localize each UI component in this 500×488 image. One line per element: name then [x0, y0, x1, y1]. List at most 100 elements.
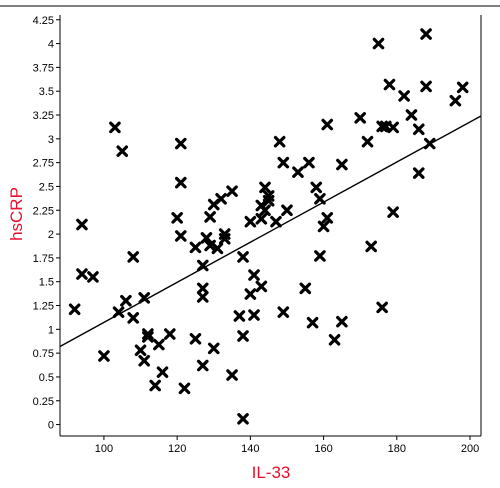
data-point	[204, 211, 216, 223]
data-point	[196, 359, 209, 372]
data-point	[277, 156, 290, 169]
data-point	[299, 282, 312, 295]
data-point	[127, 251, 140, 263]
data-point	[211, 242, 224, 255]
y-tick-label: 0.5	[39, 372, 54, 384]
data-point	[164, 328, 176, 340]
data-point	[175, 137, 187, 150]
y-tick-label: 1.75	[33, 253, 54, 265]
data-point	[321, 212, 334, 224]
data-point	[303, 156, 315, 169]
data-point	[255, 280, 268, 293]
y-tick-label: 3.25	[33, 110, 54, 122]
data-point	[138, 292, 150, 304]
y-tick-label: 4.25	[33, 15, 54, 27]
data-point	[273, 135, 286, 148]
data-point	[259, 181, 271, 194]
x-tick-label: 180	[388, 443, 406, 455]
data-point	[412, 167, 425, 179]
x-tick-label: 140	[241, 443, 259, 455]
data-points	[68, 28, 469, 425]
data-point	[361, 135, 374, 148]
data-point	[149, 379, 161, 392]
y-tick-label: 3.75	[33, 62, 54, 74]
y-tick-label: 4	[48, 39, 54, 51]
data-point	[420, 80, 432, 93]
data-point	[314, 193, 326, 205]
data-point	[175, 230, 187, 242]
data-point	[310, 181, 323, 194]
y-tick-label: 0.75	[33, 348, 54, 360]
data-point	[277, 306, 290, 318]
data-point	[226, 185, 238, 198]
data-point	[237, 330, 249, 342]
data-point	[321, 118, 334, 131]
y-tick-label: 3.5	[39, 86, 54, 98]
data-point	[281, 204, 293, 217]
data-point	[142, 331, 154, 343]
data-point	[270, 215, 282, 228]
y-tick-label: 0.25	[33, 396, 54, 408]
data-point	[153, 338, 165, 351]
data-point	[244, 215, 257, 228]
data-point	[138, 354, 150, 367]
plot-area	[59, 15, 482, 437]
data-point	[420, 28, 432, 40]
data-point	[456, 81, 469, 94]
data-point	[134, 344, 147, 357]
x-tick-label: 120	[168, 443, 186, 455]
data-point	[354, 112, 366, 124]
data-point	[178, 382, 191, 395]
y-tick-label: 1.5	[39, 277, 54, 289]
data-point	[372, 37, 385, 50]
data-point	[376, 301, 388, 314]
y-tick-label: 1	[48, 324, 54, 336]
data-point	[328, 333, 341, 346]
data-point	[248, 269, 260, 281]
y-axis-ticks: 0 0.25 0.5 0.75 1 1.25 1.5 1.75 2 2.25 2.5 2.75 3 3.2…	[33, 15, 60, 432]
data-point	[398, 90, 410, 102]
data-point	[142, 328, 154, 340]
data-point	[336, 315, 348, 328]
data-point	[171, 212, 183, 224]
data-point	[218, 228, 231, 240]
data-point	[412, 123, 425, 136]
data-point	[259, 204, 271, 217]
data-point	[233, 310, 246, 322]
data-point	[120, 294, 132, 307]
data-point	[365, 240, 377, 253]
data-point	[383, 78, 396, 91]
data-point	[175, 176, 187, 189]
y-tick-label: 2.75	[33, 158, 54, 170]
data-point	[248, 309, 260, 321]
y-axis-title: hsCRP	[7, 187, 26, 241]
data-point	[387, 121, 399, 134]
data-point	[336, 158, 348, 171]
x-tick-label: 200	[461, 443, 479, 455]
data-point	[189, 241, 202, 254]
data-point	[262, 194, 275, 207]
data-point	[449, 94, 462, 107]
data-point	[76, 268, 88, 280]
data-point	[76, 218, 88, 231]
data-point	[109, 121, 121, 134]
data-point	[87, 271, 99, 283]
data-point	[196, 259, 209, 272]
data-point	[387, 206, 399, 218]
data-point	[207, 342, 220, 355]
y-tick-label: 2.25	[33, 205, 54, 217]
data-point	[317, 220, 330, 233]
x-axis-title: IL-33	[252, 463, 291, 482]
data-point	[98, 350, 110, 362]
data-point	[405, 109, 418, 121]
data-point	[255, 213, 268, 225]
y-tick-label: 1.25	[33, 301, 54, 313]
data-point	[314, 250, 326, 262]
y-tick-label: 3	[48, 134, 54, 146]
x-axis-ticks: 100 120 140 160 180 200	[95, 436, 479, 455]
data-point	[306, 316, 319, 329]
y-tick-label: 2	[48, 229, 54, 241]
data-point	[196, 282, 209, 295]
y-tick-label: 2.5	[39, 181, 54, 193]
